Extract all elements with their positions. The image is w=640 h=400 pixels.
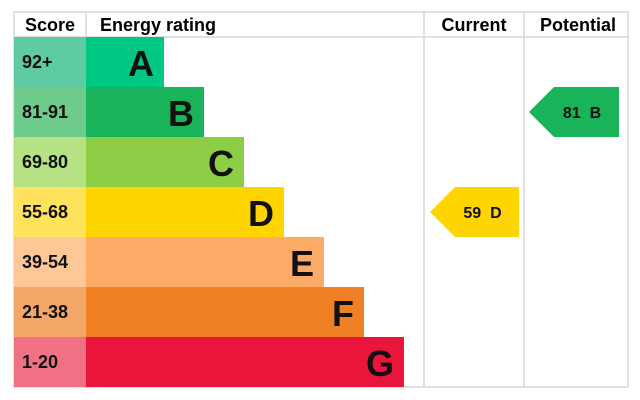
score-cell-G	[14, 337, 86, 387]
score-cell-A	[14, 37, 86, 87]
score-range-label: 69-80	[22, 152, 68, 172]
band-letter: C	[208, 143, 234, 184]
band-bar-D	[86, 187, 284, 237]
score-range-label: 81-91	[22, 102, 68, 122]
score-cell-E	[14, 237, 86, 287]
current-rating-arrow	[430, 187, 519, 237]
band-letter: E	[290, 243, 314, 284]
header-energy-rating: Energy rating	[100, 15, 216, 35]
score-range-label: 39-54	[22, 252, 68, 272]
current-rating-label: 59 D	[463, 205, 501, 222]
band-letter: G	[366, 343, 394, 384]
band-bar-A	[86, 37, 164, 87]
score-range-label: 1-20	[22, 352, 58, 372]
score-cell-D	[14, 187, 86, 237]
score-cell-C	[14, 137, 86, 187]
band-letter: F	[332, 293, 354, 334]
band-letter: A	[128, 43, 154, 84]
score-cell-B	[14, 87, 86, 137]
band-bar-F	[86, 287, 364, 337]
band-bar-B	[86, 87, 204, 137]
header-potential: Potential	[540, 15, 616, 35]
band-letter: B	[168, 93, 194, 134]
score-range-label: 92+	[22, 52, 53, 72]
score-cell-F	[14, 287, 86, 337]
header-score: Score	[25, 15, 75, 35]
band-bar-C	[86, 137, 244, 187]
potential-rating-label: 81 B	[563, 105, 601, 122]
band-letter: D	[248, 193, 274, 234]
band-bar-E	[86, 237, 324, 287]
score-range-label: 55-68	[22, 202, 68, 222]
score-range-label: 21-38	[22, 302, 68, 322]
header-current: Current	[441, 15, 506, 35]
potential-rating-arrow	[529, 87, 619, 137]
band-bar-G	[86, 337, 404, 387]
